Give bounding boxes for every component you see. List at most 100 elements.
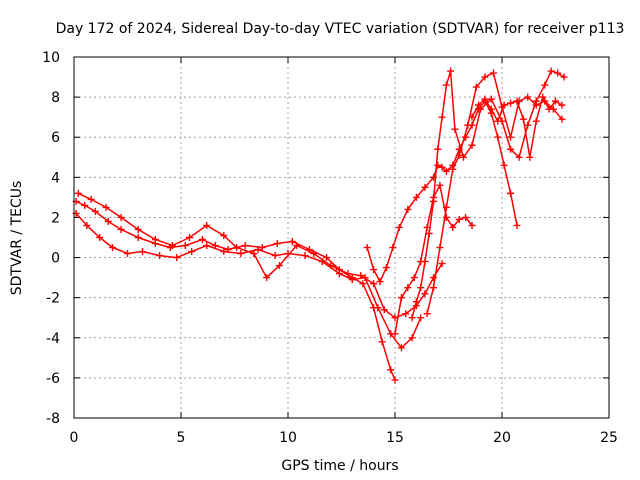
data-point <box>370 266 378 274</box>
y-tick-label: -8 <box>46 411 60 427</box>
data-point <box>464 121 472 129</box>
data-point <box>273 240 281 248</box>
data-point <box>417 258 425 266</box>
data-point <box>447 67 455 75</box>
data-point <box>382 264 390 272</box>
data-point <box>117 225 125 233</box>
data-point <box>524 93 532 101</box>
data-point <box>134 234 142 241</box>
data-point <box>500 161 508 169</box>
data-point <box>370 280 378 288</box>
data-point <box>425 229 433 237</box>
grid-layer <box>74 57 609 418</box>
data-point <box>87 195 95 203</box>
data-point <box>558 115 566 123</box>
data-point <box>487 95 495 103</box>
series-layer <box>72 67 568 384</box>
series-track-6 <box>391 181 476 338</box>
data-point <box>220 231 228 239</box>
data-point <box>83 221 91 229</box>
data-point <box>104 217 112 225</box>
data-point <box>541 81 549 89</box>
data-point <box>477 105 485 113</box>
data-point <box>412 298 420 306</box>
data-point <box>96 234 104 241</box>
series-trace <box>77 192 443 319</box>
data-point <box>220 248 228 256</box>
data-point <box>310 250 318 258</box>
data-point <box>395 223 403 231</box>
series-track-2 <box>72 209 425 352</box>
y-tick-label: -6 <box>46 371 60 387</box>
data-point <box>397 294 405 302</box>
data-point <box>558 101 566 109</box>
data-point <box>254 246 262 254</box>
data-point <box>181 242 189 250</box>
data-point <box>507 145 515 153</box>
y-tick-label: -4 <box>46 331 60 347</box>
data-point <box>241 242 249 250</box>
data-point <box>117 213 125 221</box>
data-point <box>408 314 416 322</box>
data-point <box>359 280 367 288</box>
data-point <box>438 260 446 268</box>
data-point <box>455 151 463 159</box>
data-point <box>81 201 89 209</box>
data-point <box>348 276 356 284</box>
data-point <box>250 250 258 258</box>
data-point <box>494 117 502 125</box>
y-tick-label: 8 <box>51 90 60 106</box>
data-point <box>449 223 457 231</box>
data-point <box>481 95 489 103</box>
data-point <box>519 115 527 123</box>
data-point <box>547 67 555 75</box>
x-tick-label: 25 <box>600 430 618 446</box>
data-point <box>151 236 159 244</box>
y-tick-label: 2 <box>51 210 60 226</box>
data-point <box>421 290 429 298</box>
data-point <box>357 272 365 280</box>
data-point <box>417 314 425 322</box>
data-point <box>74 189 82 197</box>
data-point <box>507 189 515 197</box>
data-point <box>271 252 279 260</box>
data-point <box>168 242 176 250</box>
tick-layer <box>73 56 610 419</box>
y-tick-label: 10 <box>42 50 60 66</box>
data-point <box>423 310 431 318</box>
data-point <box>327 262 335 270</box>
chart-title: Day 172 of 2024, Sidereal Day-to-day VTE… <box>56 21 625 37</box>
data-point <box>442 203 450 211</box>
data-point <box>391 376 399 384</box>
data-point <box>374 304 382 312</box>
series-track-8 <box>468 93 566 161</box>
data-point <box>387 366 395 374</box>
data-point <box>391 330 399 338</box>
y-tick-label: 0 <box>51 251 60 267</box>
series-track-7 <box>423 69 566 318</box>
data-point <box>494 133 502 141</box>
series-track-4 <box>363 97 521 286</box>
data-point <box>173 254 181 262</box>
data-point <box>500 101 508 109</box>
tick-label-layer: 0 5 10 15 20 25 -8 -6 -4 -2 0 2 4 6 8 10 <box>42 50 618 446</box>
data-point <box>376 278 384 286</box>
data-point <box>417 284 425 292</box>
data-point <box>532 117 540 125</box>
data-point <box>156 252 164 260</box>
data-point <box>481 73 489 81</box>
series-track-3 <box>74 189 446 322</box>
y-tick-label: 6 <box>51 130 60 146</box>
data-point <box>188 248 196 256</box>
data-point <box>524 121 532 129</box>
data-point <box>552 97 559 105</box>
data-point <box>301 252 309 260</box>
data-point <box>468 141 476 149</box>
data-point <box>472 83 480 91</box>
data-point <box>402 310 410 318</box>
data-point <box>293 242 301 250</box>
data-point <box>412 193 420 201</box>
x-tick-label: 15 <box>386 430 404 446</box>
data-point <box>462 213 470 221</box>
